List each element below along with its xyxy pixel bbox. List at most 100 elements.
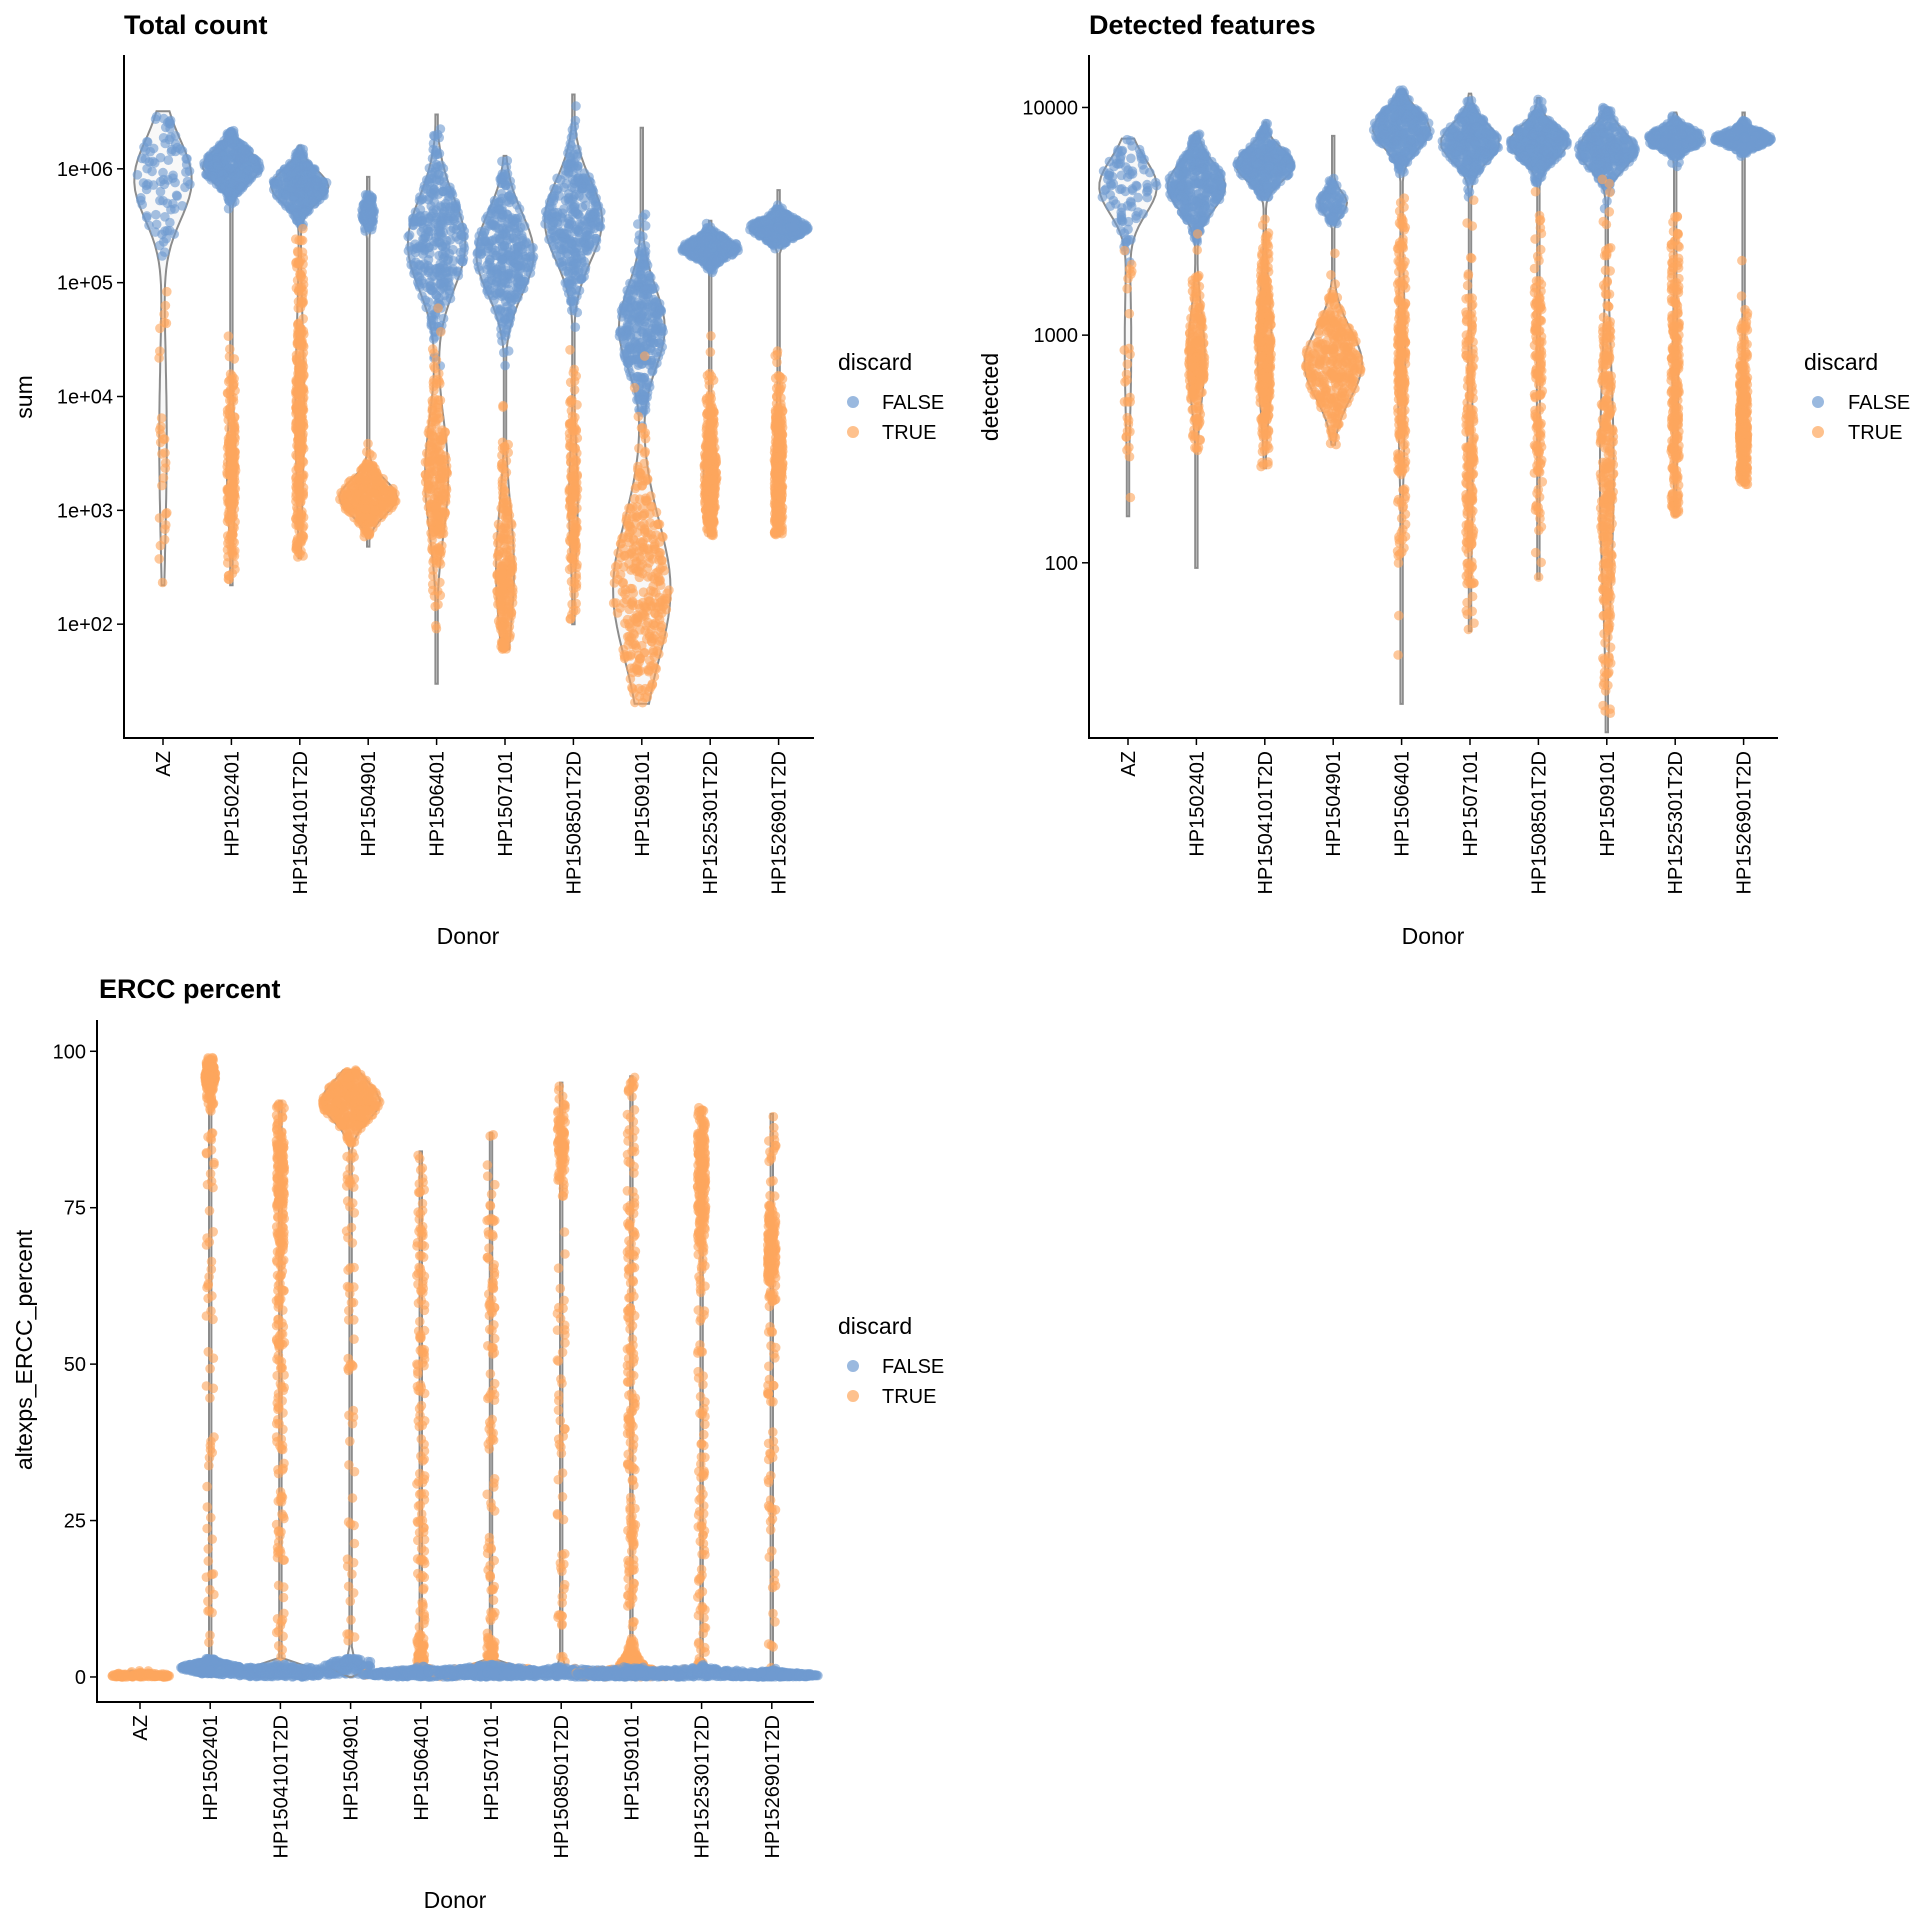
point-discarded: [500, 639, 510, 650]
point-kept: [159, 113, 169, 124]
point-kept: [154, 240, 165, 251]
point-discarded: [348, 482, 359, 493]
point-kept: [306, 168, 317, 178]
point-discarded: [637, 423, 648, 433]
point-kept: [729, 248, 739, 258]
point-discarded: [293, 319, 303, 329]
point-kept: [364, 222, 375, 233]
point-kept: [625, 278, 635, 289]
point-kept: [435, 279, 446, 289]
point-discarded: [634, 572, 645, 583]
point-kept: [220, 155, 231, 165]
point-kept: [642, 387, 653, 398]
point-discarded: [349, 495, 360, 506]
point-discarded: [427, 395, 438, 406]
point-discarded: [223, 388, 233, 399]
point-kept: [549, 183, 559, 194]
point-kept: [502, 301, 512, 312]
point-discarded: [224, 408, 235, 419]
point-discarded: [628, 563, 639, 574]
point-discarded: [224, 574, 234, 585]
point-kept: [569, 121, 580, 131]
point-discarded: [225, 344, 235, 354]
point-kept: [640, 221, 651, 231]
point-kept: [495, 174, 506, 184]
point-kept: [527, 254, 538, 264]
point-discarded: [295, 436, 305, 446]
point-kept: [444, 285, 454, 296]
point-discarded: [437, 489, 448, 499]
point-discarded: [664, 585, 674, 595]
point-discarded: [436, 327, 446, 337]
point-discarded: [430, 601, 441, 612]
point-kept: [155, 176, 166, 187]
point-kept: [271, 189, 282, 200]
point-discarded: [296, 546, 306, 556]
point-kept: [496, 330, 507, 340]
point-kept: [561, 243, 572, 254]
point-discarded: [225, 446, 236, 457]
point-discarded: [492, 586, 503, 596]
point-discarded: [435, 449, 446, 459]
point-kept: [500, 315, 511, 325]
point-discarded: [572, 448, 582, 459]
point-kept: [203, 152, 213, 162]
point-kept: [497, 193, 508, 204]
point-discarded: [222, 461, 232, 472]
point-kept: [657, 323, 667, 333]
point-kept: [142, 163, 152, 174]
point-discarded: [157, 577, 168, 588]
point-kept: [635, 343, 645, 353]
point-kept: [588, 195, 598, 205]
point-kept: [492, 268, 502, 279]
point-discarded: [159, 309, 169, 320]
point-discarded: [387, 487, 398, 498]
point-kept: [551, 250, 562, 260]
point-discarded: [569, 426, 579, 436]
point-discarded: [293, 357, 303, 368]
point-kept: [441, 267, 452, 277]
point-kept: [494, 223, 504, 234]
point-kept: [215, 174, 225, 184]
point-discarded: [565, 614, 576, 624]
point-kept: [404, 230, 415, 240]
point-kept: [151, 219, 162, 230]
point-kept: [415, 192, 425, 202]
point-discarded: [229, 379, 239, 389]
point-discarded: [155, 346, 165, 357]
point-kept: [177, 201, 187, 211]
point-kept: [237, 182, 248, 193]
point-discarded: [495, 599, 505, 609]
point-kept: [760, 216, 770, 226]
chart-title: Total count: [124, 10, 267, 40]
point-discarded: [653, 640, 663, 650]
point-discarded: [441, 465, 451, 475]
point-discarded: [622, 614, 633, 625]
point-kept: [435, 259, 446, 269]
point-kept: [423, 176, 434, 187]
point-kept: [296, 197, 307, 208]
point-kept: [155, 186, 166, 197]
point-discarded: [569, 464, 579, 475]
point-kept: [569, 296, 580, 307]
point-kept: [634, 230, 645, 240]
point-discarded: [620, 589, 630, 599]
point-discarded: [226, 430, 236, 440]
point-kept: [410, 207, 421, 217]
point-discarded: [429, 526, 440, 537]
point-kept: [473, 237, 484, 247]
point-discarded: [359, 462, 370, 473]
point-discarded: [229, 490, 239, 501]
point-kept: [414, 282, 425, 292]
point-kept: [158, 133, 169, 143]
point-discarded: [708, 416, 718, 427]
point-kept: [435, 226, 445, 237]
point-kept: [573, 267, 584, 278]
point-kept: [169, 204, 180, 214]
point-discarded: [421, 488, 432, 498]
point-discarded: [160, 458, 171, 468]
point-discarded: [636, 555, 646, 565]
point-kept: [651, 347, 661, 358]
point-discarded: [628, 588, 639, 598]
point-discarded: [294, 235, 304, 246]
